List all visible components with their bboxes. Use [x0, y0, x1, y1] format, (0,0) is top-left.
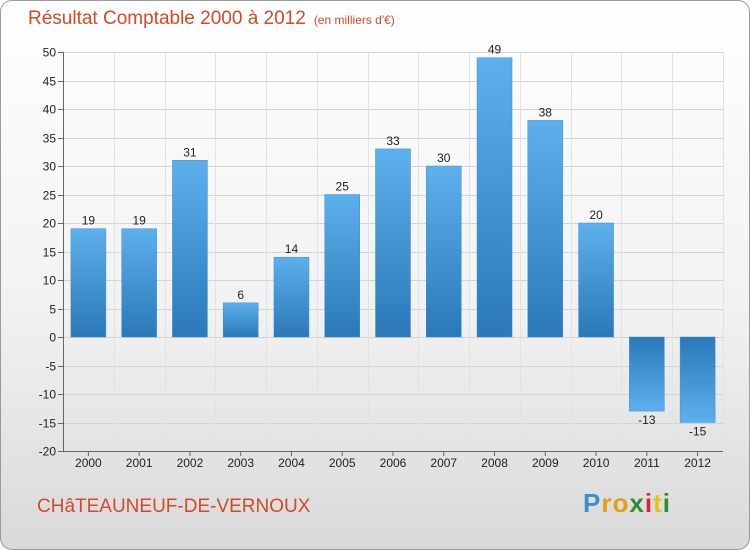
- data-label: 25: [336, 180, 350, 194]
- commune-name: CHâTEAUNEUF-DE-VERNOUX: [37, 496, 311, 517]
- y-tick-label: -5: [45, 360, 56, 374]
- y-tick-label: 30: [43, 160, 57, 174]
- x-tick-label: 2012: [684, 456, 711, 470]
- data-label: 19: [132, 214, 146, 228]
- data-label: -13: [638, 413, 656, 427]
- logo-letter: r: [601, 488, 613, 518]
- bar-2011: [629, 336, 665, 412]
- data-label: 49: [488, 43, 502, 57]
- x-tick-label: 2007: [430, 456, 457, 470]
- bar-2002: [172, 160, 208, 338]
- bar-2001: [121, 228, 157, 338]
- x-tick-label: 2005: [329, 456, 356, 470]
- x-tick-label: 2000: [75, 456, 102, 470]
- x-tick-label: 2010: [583, 456, 610, 470]
- data-labels: 19 19 31 6 14 25 33 30 49 38 20 -13 -15: [82, 43, 707, 439]
- data-label: 38: [539, 105, 553, 119]
- x-tick-label: 2001: [126, 456, 153, 470]
- y-tick-label: -15: [39, 417, 57, 431]
- x-tick-label: 2002: [177, 456, 204, 470]
- y-tick-label: 20: [43, 217, 57, 231]
- data-label: -15: [689, 425, 707, 439]
- bar-2012: [679, 336, 716, 423]
- y-tick-label: 35: [43, 132, 57, 146]
- data-label: 33: [386, 134, 400, 148]
- bar-2009: [527, 120, 564, 338]
- logo-letter: i: [662, 488, 671, 518]
- y-tick-label: 40: [43, 103, 57, 117]
- x-tick-label: 2011: [634, 456, 660, 470]
- x-tick-label: 2003: [227, 456, 254, 470]
- y-tick-label: -10: [39, 388, 57, 402]
- logo-letter: P: [583, 488, 602, 518]
- logo-letter: x: [629, 488, 645, 518]
- y-tick-label: 25: [43, 189, 57, 203]
- bar-2005: [324, 194, 360, 338]
- y-tick-label: 0: [49, 331, 56, 345]
- data-label: 14: [285, 242, 299, 256]
- y-tick-label: 5: [49, 303, 56, 317]
- y-tick-label: 50: [43, 46, 57, 60]
- data-label: 31: [183, 145, 197, 159]
- bar-2010: [578, 222, 614, 338]
- bars: [70, 57, 716, 423]
- x-tick-label: 2008: [481, 456, 508, 470]
- bar-2000: [70, 228, 107, 338]
- y-tick-label: 45: [43, 75, 57, 89]
- bar-2007: [426, 165, 462, 338]
- y-tick-label: -20: [39, 445, 57, 459]
- data-label: 20: [589, 208, 603, 222]
- bar-2008: [476, 57, 513, 338]
- bar-2003: [222, 302, 259, 338]
- chart-subtitle: (en milliers d'€): [313, 13, 395, 27]
- x-tick-label: 2006: [380, 456, 407, 470]
- proxiti-logo[interactable]: Proxiti: [583, 488, 671, 519]
- y-tick-label: 15: [43, 246, 57, 260]
- data-label: 6: [237, 288, 244, 302]
- data-label: 30: [437, 151, 451, 165]
- logo-letter: i: [644, 488, 654, 518]
- bar-2006: [375, 148, 411, 338]
- y-tick-label: 10: [43, 274, 57, 288]
- logo-letter: t: [653, 488, 663, 518]
- x-tick-label: 2009: [532, 456, 559, 470]
- data-label: 19: [82, 214, 96, 228]
- bar-2004: [273, 256, 310, 338]
- x-tick-label: 2004: [278, 456, 305, 470]
- logo-letter: o: [612, 488, 630, 518]
- chart-title: Résultat Comptable 2000 à 2012 (en millie…: [28, 8, 395, 29]
